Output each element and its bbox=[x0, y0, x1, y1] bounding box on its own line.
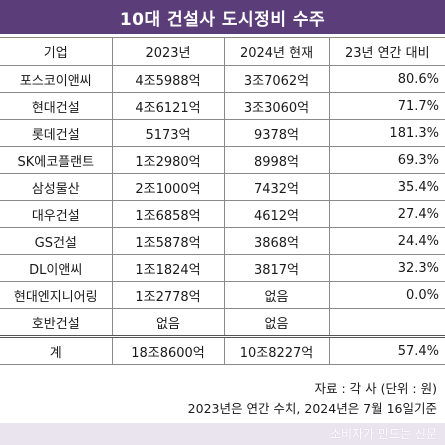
total-label: 계 bbox=[0, 335, 112, 365]
total-ratio-cell: 57.4% bbox=[328, 335, 445, 365]
value-2024-cell: 3817억 bbox=[223, 254, 329, 282]
company-cell: 현대건설 bbox=[0, 92, 112, 120]
total-2024-cell: 10조8227억 bbox=[223, 335, 329, 365]
ratio-cell: 24.4% bbox=[328, 227, 445, 255]
header-2023: 2023년 bbox=[111, 37, 224, 66]
table-row: SK에코플랜트 1조2980억 8998억 69.3% bbox=[0, 146, 445, 174]
total-row: 계 18조8600억 10조8227억 57.4% bbox=[0, 335, 445, 365]
ratio-cell: 32.3% bbox=[328, 254, 445, 282]
contracts-table: 기업 2023년 2024년 현재 23년 연간 대비 포스코이앤씨 4조598… bbox=[0, 37, 445, 365]
value-2023-cell: 1조2980억 bbox=[111, 146, 224, 174]
ratio-cell: 80.6% bbox=[328, 65, 445, 93]
value-2023-cell: 5173억 bbox=[111, 119, 224, 147]
table-row: 현대엔지니어링 1조2778억 없음 0.0% bbox=[0, 281, 445, 309]
header-2024: 2024년 현재 bbox=[223, 37, 329, 66]
value-2023-cell: 1조6858억 bbox=[111, 200, 224, 228]
value-2024-cell: 3조7062억 bbox=[223, 65, 329, 93]
company-cell: 삼성물산 bbox=[0, 173, 112, 201]
ratio-cell: 0.0% bbox=[328, 281, 445, 309]
value-2024-cell: 9378억 bbox=[223, 119, 329, 147]
value-2024-cell: 8998억 bbox=[223, 146, 329, 174]
ratio-cell bbox=[328, 308, 445, 337]
value-2024-cell: 4612억 bbox=[223, 200, 329, 228]
header-company: 기업 bbox=[0, 37, 112, 66]
table-title: 10대 건설사 도시정비 수주 bbox=[0, 0, 445, 34]
basis-note: 2023년은 연간 수치, 2024년은 7월 16일기준 bbox=[187, 401, 437, 416]
table-row: 호반건설 없음 없음 bbox=[0, 308, 445, 337]
ratio-cell: 27.4% bbox=[328, 200, 445, 228]
header-ratio: 23년 연간 대비 bbox=[328, 37, 445, 66]
table-row: 현대건설 4조6121억 3조3060억 71.7% bbox=[0, 92, 445, 120]
company-cell: 롯데건설 bbox=[0, 119, 112, 147]
ratio-cell: 181.3% bbox=[328, 119, 445, 147]
value-2024-cell: 3868억 bbox=[223, 227, 329, 255]
table-row: DL이앤씨 1조1824억 3817억 32.3% bbox=[0, 254, 445, 282]
total-2023-cell: 18조8600억 bbox=[111, 335, 224, 365]
ratio-cell: 69.3% bbox=[328, 146, 445, 174]
footer-strip bbox=[0, 423, 445, 445]
header-row: 기업 2023년 2024년 현재 23년 연간 대비 bbox=[0, 37, 445, 66]
ratio-cell: 35.4% bbox=[328, 173, 445, 201]
source-note: 자료 : 각 사 (단위 : 원) bbox=[314, 381, 437, 396]
company-cell: SK에코플랜트 bbox=[0, 146, 112, 174]
value-2024-cell: 7432억 bbox=[223, 173, 329, 201]
company-cell: GS건설 bbox=[0, 227, 112, 255]
value-2023-cell: 4조6121억 bbox=[111, 92, 224, 120]
table-row: 대우건설 1조6858억 4612억 27.4% bbox=[0, 200, 445, 228]
value-2023-cell: 1조5878억 bbox=[111, 227, 224, 255]
table-row: 포스코이앤씨 4조5988억 3조7062억 80.6% bbox=[0, 65, 445, 93]
table-row: 롯데건설 5173억 9378억 181.3% bbox=[0, 119, 445, 147]
company-cell: 대우건설 bbox=[0, 200, 112, 228]
value-2024-cell: 3조3060억 bbox=[223, 92, 329, 120]
value-2023-cell: 없음 bbox=[111, 308, 224, 337]
table-row: GS건설 1조5878억 3868억 24.4% bbox=[0, 227, 445, 255]
publisher-watermark: 소비자가 만드는 신문 bbox=[330, 427, 437, 441]
value-2023-cell: 1조1824억 bbox=[111, 254, 224, 282]
ratio-cell: 71.7% bbox=[328, 92, 445, 120]
company-cell: DL이앤씨 bbox=[0, 254, 112, 282]
value-2024-cell: 없음 bbox=[223, 281, 329, 309]
company-cell: 포스코이앤씨 bbox=[0, 65, 112, 93]
value-2023-cell: 2조1000억 bbox=[111, 173, 224, 201]
value-2023-cell: 1조2778억 bbox=[111, 281, 224, 309]
company-cell: 현대엔지니어링 bbox=[0, 281, 112, 309]
value-2023-cell: 4조5988억 bbox=[111, 65, 224, 93]
value-2024-cell: 없음 bbox=[223, 308, 329, 337]
table-row: 삼성물산 2조1000억 7432억 35.4% bbox=[0, 173, 445, 201]
company-cell: 호반건설 bbox=[0, 308, 112, 337]
